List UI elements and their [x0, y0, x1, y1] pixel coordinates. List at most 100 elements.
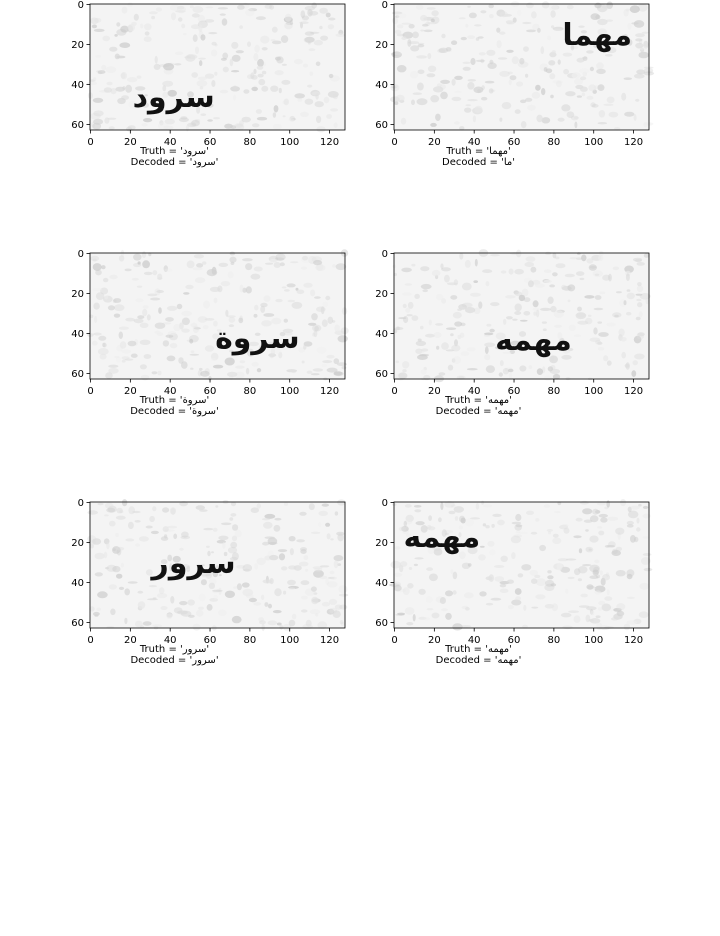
noise-speck [404, 504, 412, 508]
noise-speck [563, 527, 570, 534]
noise-speck [298, 347, 305, 353]
noise-speck [597, 84, 605, 91]
noise-speck [325, 12, 331, 18]
noise-speck [490, 597, 502, 601]
noise-speck [91, 24, 97, 29]
x-tick-label: 120 [320, 635, 339, 646]
noise-speck [311, 596, 319, 605]
noise-speck [211, 80, 216, 87]
noise-speck [330, 538, 334, 541]
noise-speck [561, 104, 571, 112]
noise-speck [598, 332, 609, 337]
noise-speck [548, 5, 559, 11]
noise-speck [256, 557, 266, 566]
noise-speck [121, 95, 129, 100]
noise-speck [478, 52, 486, 56]
noise-speck [431, 269, 441, 277]
noise-speck [488, 4, 494, 9]
noise-speck [467, 5, 471, 8]
subplot-5: سرور 0 20 40 60 80 100 120 0 20 40 60 Truth = 'سرور'… [0, 498, 349, 688]
noise-speck [264, 513, 276, 519]
noise-speck [567, 348, 574, 351]
noise-speck [417, 69, 425, 75]
noise-speck [484, 342, 496, 348]
noise-speck [271, 317, 282, 325]
noise-speck [104, 117, 110, 124]
noise-speck [192, 6, 204, 13]
noise-speck [201, 576, 213, 579]
noise-speck [202, 325, 209, 330]
noise-speck [517, 9, 522, 16]
noise-speck [300, 595, 308, 600]
subplot-caption: Truth = 'سرور' Decoded = 'سرور' [47, 644, 302, 666]
noise-speck [121, 499, 128, 507]
noise-speck [128, 506, 135, 515]
noise-speck [315, 613, 319, 617]
noise-speck [312, 566, 323, 570]
noise-speck [636, 332, 645, 340]
x-tick-label: 100 [584, 137, 603, 148]
noise-speck [493, 565, 505, 568]
noise-speck [275, 56, 281, 61]
noise-speck [407, 583, 414, 589]
noise-speck [581, 564, 592, 567]
noise-speck [555, 80, 562, 88]
noise-speck [425, 596, 433, 603]
noise-speck [248, 8, 258, 12]
noise-speck [190, 350, 195, 354]
noise-speck [398, 317, 407, 320]
noise-speck [564, 110, 569, 114]
noise-speck [213, 595, 218, 600]
noise-speck [246, 348, 255, 357]
noise-speck [470, 292, 481, 297]
noise-speck [428, 515, 432, 521]
noise-speck [517, 573, 524, 578]
noise-speck [300, 547, 307, 552]
noise-speck [612, 312, 622, 318]
noise-speck [326, 608, 335, 615]
noise-speck [263, 521, 273, 529]
noise-speck [600, 517, 608, 523]
noise-speck [561, 284, 567, 290]
noise-speck [127, 125, 136, 130]
noise-speck [447, 364, 454, 371]
noise-speck [548, 530, 551, 535]
noise-speck [208, 582, 216, 589]
noise-speck [543, 352, 549, 358]
noise-speck [180, 535, 191, 540]
noise-speck [562, 347, 571, 354]
noise-speck [579, 277, 585, 281]
noise-speck [458, 532, 462, 538]
noise-speck [390, 84, 399, 88]
noise-speck [230, 501, 237, 507]
noise-speck [323, 96, 330, 104]
noise-speck [217, 285, 223, 293]
noise-speck [441, 298, 447, 304]
noise-speck [625, 270, 631, 277]
noise-speck [179, 601, 188, 606]
noise-speck [420, 283, 432, 290]
noise-speck [309, 609, 321, 615]
noise-speck [451, 504, 456, 508]
noise-speck [169, 4, 180, 11]
noise-speck [105, 372, 113, 379]
x-tick-label: 40 [468, 386, 481, 397]
noise-speck [638, 311, 643, 318]
noise-speck [134, 520, 141, 523]
noise-speck [279, 262, 285, 267]
noise-speck [221, 522, 232, 526]
y-tick-label: 60 [375, 369, 388, 380]
noise-speck [453, 279, 459, 286]
noise-speck [326, 533, 331, 540]
noise-speck [155, 7, 162, 12]
noise-speck [219, 13, 226, 16]
noise-speck [229, 517, 234, 521]
noise-speck [452, 590, 457, 595]
noise-speck [106, 507, 116, 513]
noise-speck [420, 525, 428, 533]
noise-speck [642, 553, 652, 556]
noise-speck [188, 101, 193, 104]
word-image: مهمه [403, 520, 480, 555]
noise-speck [231, 535, 238, 542]
x-tick-label: 0 [391, 137, 397, 148]
